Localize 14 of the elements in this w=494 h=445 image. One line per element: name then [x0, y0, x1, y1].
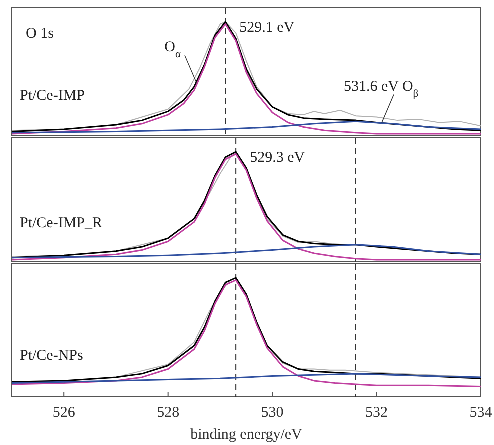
- x-tick-label: 532: [366, 405, 388, 421]
- text: Pt/Ce-IMP: [20, 88, 86, 104]
- text: Pt/Ce-NPs: [20, 348, 84, 364]
- x-tick-label: 528: [157, 405, 180, 421]
- x-axis-title: binding energy/eV: [190, 427, 303, 443]
- annotation: 529.1 eV: [240, 20, 295, 36]
- text: Pt/Ce-IMP_R: [20, 215, 103, 232]
- annotation: O 1s: [26, 26, 54, 42]
- x-tick-label: 526: [52, 405, 76, 421]
- annotation: O$_{α}$: [164, 40, 182, 60]
- x-tick-label: 530: [261, 405, 284, 421]
- x-tick-label: 534: [470, 405, 493, 421]
- annotation: 531.6 eV O$_{β}$: [344, 78, 419, 100]
- annotation: 529.3 eV: [250, 150, 306, 166]
